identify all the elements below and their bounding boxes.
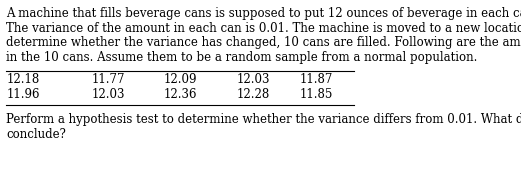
Text: 11.87: 11.87 xyxy=(300,73,333,86)
Text: 12.03: 12.03 xyxy=(237,73,270,86)
Text: 12.36: 12.36 xyxy=(164,88,197,101)
Text: 12.03: 12.03 xyxy=(91,88,125,101)
Text: The variance of the amount in each can is 0.01. The machine is moved to a new lo: The variance of the amount in each can i… xyxy=(6,22,521,35)
Text: 12.28: 12.28 xyxy=(237,88,270,101)
Text: A machine that fills beverage cans is supposed to put 12 ounces of beverage in e: A machine that fills beverage cans is su… xyxy=(6,7,521,20)
Text: conclude?: conclude? xyxy=(6,128,66,141)
Text: Perform a hypothesis test to determine whether the variance differs from 0.01. W: Perform a hypothesis test to determine w… xyxy=(6,113,521,126)
Text: 11.77: 11.77 xyxy=(91,73,125,86)
Text: 12.09: 12.09 xyxy=(164,73,197,86)
Text: 12.18: 12.18 xyxy=(6,73,40,86)
Text: 11.96: 11.96 xyxy=(6,88,40,101)
Text: in the 10 cans. Assume them to be a random sample from a normal population.: in the 10 cans. Assume them to be a rand… xyxy=(6,51,478,64)
Text: 11.85: 11.85 xyxy=(300,88,333,101)
Text: determine whether the variance has changed, 10 cans are filled. Following are th: determine whether the variance has chang… xyxy=(6,36,521,49)
